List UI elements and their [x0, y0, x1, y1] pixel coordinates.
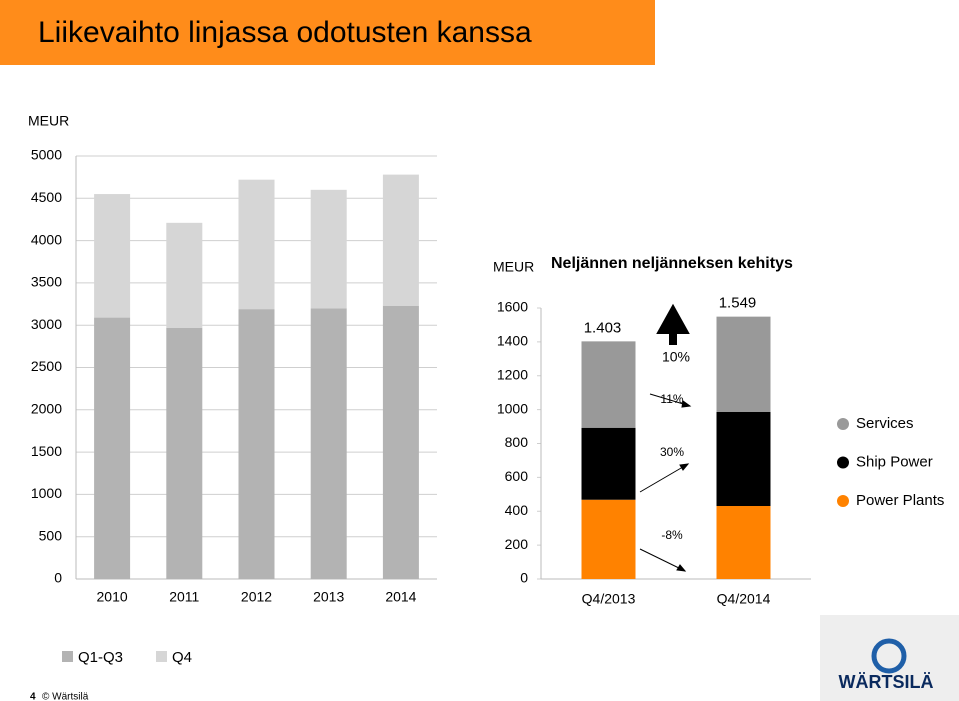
- bar-segment: [716, 411, 771, 506]
- logo-box: [820, 615, 959, 701]
- y-tick-label: 4000: [31, 231, 62, 247]
- x-tick-label: 2014: [385, 589, 416, 605]
- bar-segment: [581, 341, 636, 428]
- legend-swatch: [837, 418, 849, 430]
- bar-segment: [238, 179, 275, 310]
- legend-swatch: [156, 651, 167, 662]
- bar-segment: [382, 305, 419, 579]
- y-axis-label: MEUR: [28, 113, 69, 129]
- bar-segment: [238, 309, 275, 579]
- annotation: 10%: [662, 349, 690, 365]
- y-tick-label: 1000: [31, 485, 62, 501]
- y-tick-label: 600: [505, 468, 529, 484]
- y-tick-label: 0: [54, 570, 62, 586]
- annotation: -8%: [661, 528, 683, 542]
- x-tick-label: 2012: [241, 589, 272, 605]
- legend-label: Q1-Q3: [78, 649, 123, 666]
- y-tick-label: 3000: [31, 316, 62, 332]
- legend-label: Q4: [172, 649, 192, 666]
- bar-segment: [716, 316, 771, 412]
- y-tick-label: 4500: [31, 189, 62, 205]
- charts: 0500100015002000250030003500400045005000…: [31, 147, 945, 666]
- title-band: [0, 0, 655, 65]
- bar-segment: [310, 189, 347, 309]
- slide-title: Liikevaihto linjassa odotusten kanssa: [38, 16, 532, 49]
- total-label: 1.403: [584, 319, 622, 336]
- legend-swatch: [837, 456, 849, 469]
- bar-segment: [581, 499, 636, 579]
- bar-segment: [94, 317, 131, 579]
- copyright: © Wärtsilä: [42, 692, 89, 701]
- legend-label: Power Plants: [856, 492, 944, 509]
- bar-segment: [382, 174, 419, 306]
- y-tick-label: 400: [505, 502, 529, 518]
- bar-segment: [310, 308, 347, 579]
- y-tick-label: 200: [505, 536, 529, 552]
- y-tick-label: 500: [39, 527, 63, 543]
- y-tick-label: 5000: [31, 147, 62, 163]
- x-tick-label: 2013: [313, 589, 344, 605]
- annotation: 30%: [660, 445, 684, 459]
- y-tick-label: 2500: [31, 358, 62, 374]
- page-number: 4: [30, 692, 36, 701]
- x-tick-label: 2011: [169, 589, 199, 605]
- x-tick-label: Q4/2014: [717, 591, 771, 607]
- x-tick-label: 2010: [97, 589, 128, 605]
- legend-swatch: [837, 495, 849, 507]
- logo-text: WÄRTSILÄ: [839, 672, 934, 692]
- chart-title: Neljännen neljänneksen kehitys: [551, 255, 793, 272]
- y-tick-label: 1400: [497, 333, 528, 349]
- y-tick-label: 0: [520, 570, 528, 586]
- up-arrow-icon: [656, 303, 690, 345]
- change-arrows: [639, 393, 692, 572]
- y-tick-label: 3500: [31, 274, 62, 290]
- y-tick-label: 800: [505, 434, 529, 450]
- y-tick-label: 1500: [31, 443, 62, 459]
- legend-label: Services: [856, 415, 914, 432]
- legend-swatch: [62, 651, 73, 662]
- x-tick-label: Q4/2013: [582, 591, 636, 607]
- total-label: 1.549: [719, 295, 757, 312]
- legend-label: Ship Power: [856, 453, 933, 470]
- y-tick-label: 1200: [497, 366, 528, 382]
- logo-icon: [871, 638, 907, 674]
- bar-segment: [716, 505, 771, 579]
- bar-segment: [166, 327, 203, 579]
- bar-segment: [166, 222, 203, 328]
- bar-segment: [581, 427, 636, 500]
- y-tick-label: 2000: [31, 401, 62, 417]
- y-tick-label: 1600: [497, 299, 528, 315]
- annotation: 11%: [660, 392, 683, 406]
- y-axis-label: MEUR: [493, 259, 534, 275]
- bar-segment: [94, 194, 131, 318]
- y-tick-label: 1000: [497, 400, 528, 416]
